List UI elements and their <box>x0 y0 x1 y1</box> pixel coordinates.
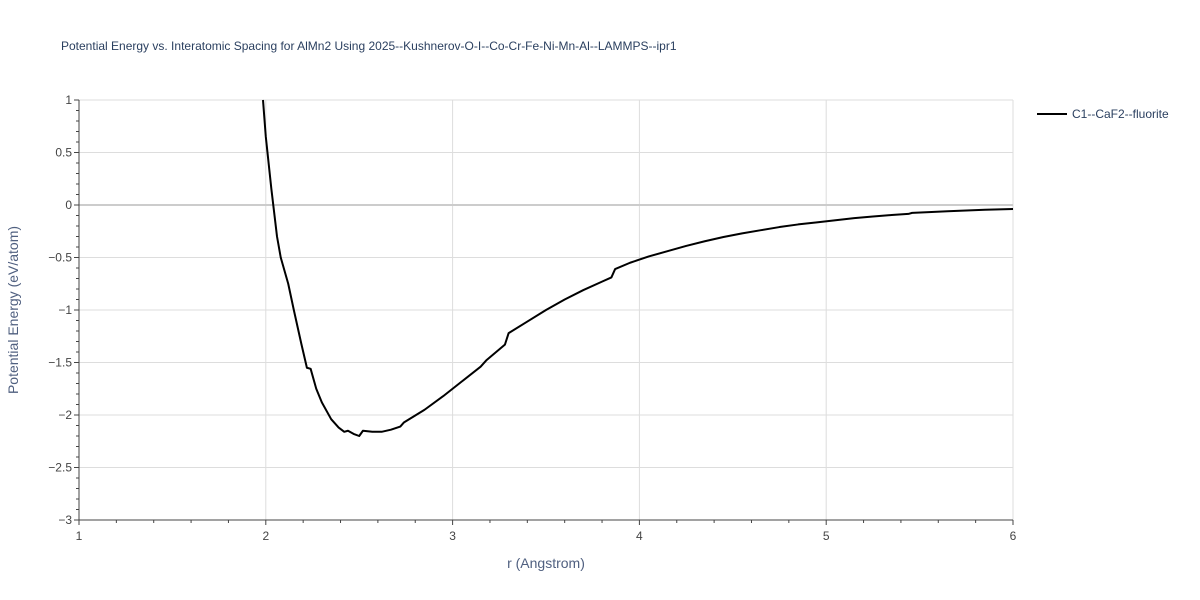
x-tick-label: 1 <box>76 529 83 543</box>
x-tick-label: 4 <box>636 529 643 543</box>
series-line <box>262 99 1014 437</box>
x-tick-labels: 1 2 3 4 5 6 <box>76 529 1017 543</box>
y-tick-label: 0.5 <box>55 146 72 160</box>
axes <box>74 99 1014 525</box>
y-tick-label: −1 <box>58 303 72 317</box>
legend[interactable]: C1--CaF2--fluorite <box>1037 107 1169 121</box>
y-axis-title: Potential Energy (eV/atom) <box>5 226 21 394</box>
y-gridlines <box>79 99 1013 468</box>
chart-title: Potential Energy vs. Interatomic Spacing… <box>61 39 677 53</box>
y-tick-labels: 1 0.5 0 −0.5 −1 −1.5 −2 −2.5 −3 <box>48 93 72 527</box>
y-tick-label: −2 <box>58 408 72 422</box>
y-tick-label: 1 <box>65 93 72 107</box>
legend-label: C1--CaF2--fluorite <box>1072 107 1169 121</box>
x-tick-label: 5 <box>823 529 830 543</box>
y-tick-label: −3 <box>58 513 72 527</box>
series-lines <box>262 99 1014 437</box>
x-axis-title: r (Angstrom) <box>507 555 585 571</box>
x-tick-label: 6 <box>1010 529 1017 543</box>
y-tick-label: −1.5 <box>48 356 72 370</box>
y-tick-label: −0.5 <box>48 251 72 265</box>
x-tick-label: 2 <box>262 529 269 543</box>
y-tick-label: 0 <box>65 198 72 212</box>
y-tick-label: −2.5 <box>48 461 72 475</box>
x-tick-label: 3 <box>449 529 456 543</box>
